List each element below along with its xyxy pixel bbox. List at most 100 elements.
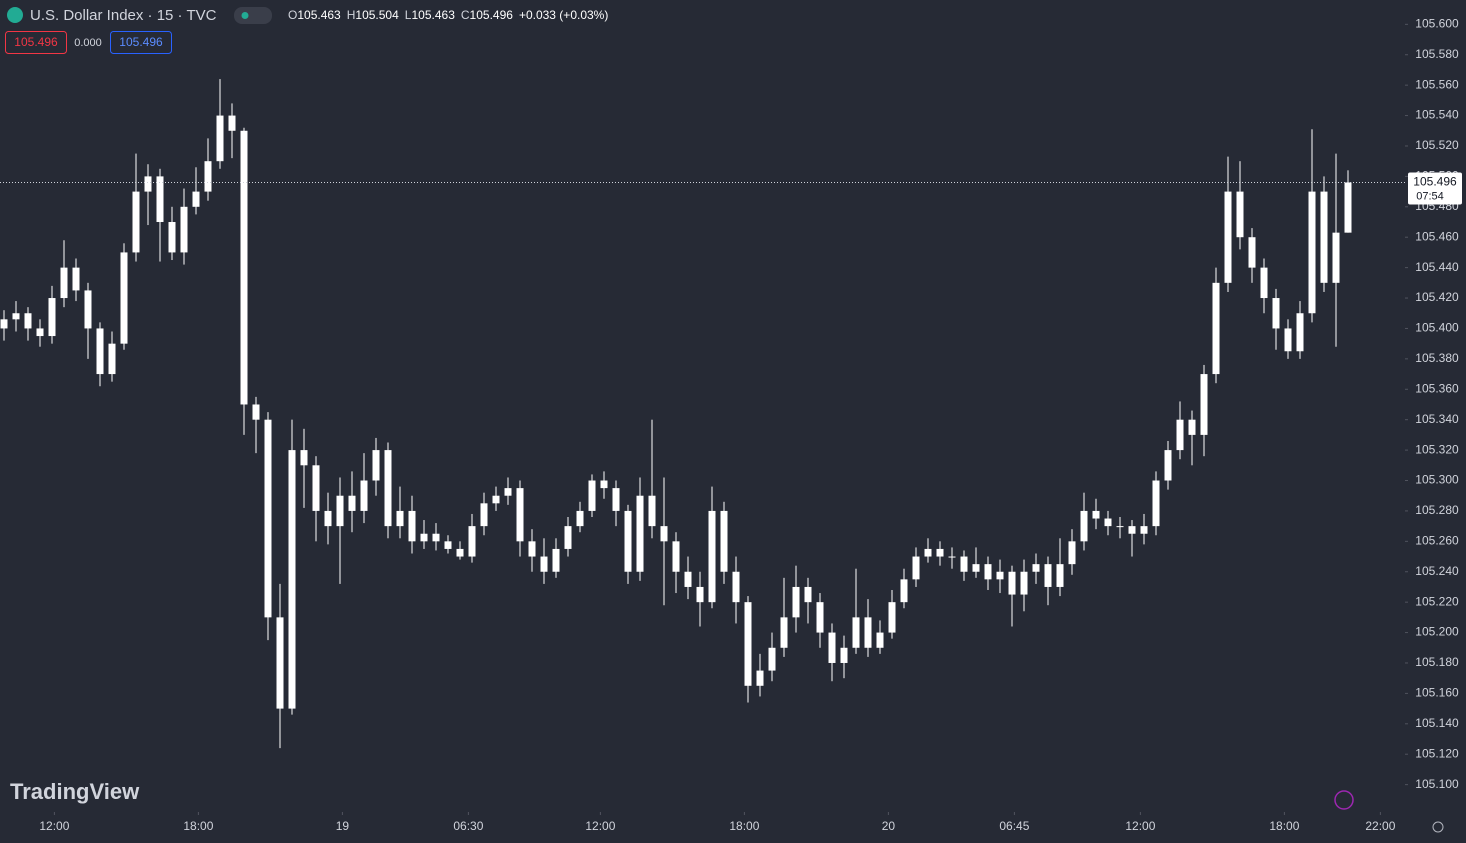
candle-body (288, 450, 296, 709)
y-tick-label: 105.360 (1415, 381, 1459, 395)
candle-body (60, 267, 68, 299)
candle-body (1164, 450, 1172, 481)
candle-body (1272, 298, 1280, 329)
candle-body (996, 571, 1004, 580)
bid: 105.496 (14, 35, 58, 49)
candle-body (240, 130, 248, 405)
candle-body (1008, 571, 1016, 595)
ohlc-label: L (405, 8, 412, 22)
candle-body (492, 495, 500, 504)
candle-body (852, 617, 860, 648)
symbol-icon (7, 7, 23, 23)
y-tick-label: 105.460 (1415, 229, 1459, 243)
status-badge[interactable] (234, 7, 272, 24)
candle-body (552, 548, 560, 572)
candle-body (1104, 518, 1112, 527)
candle-body (192, 191, 200, 207)
candle-body (1044, 564, 1052, 587)
candle-body (228, 115, 236, 131)
y-tick-label: 105.100 (1415, 777, 1459, 791)
x-tick-label: 18:00 (183, 819, 213, 833)
x-tick-label: 12:00 (585, 819, 615, 833)
candle-body (1020, 571, 1028, 595)
candle-body (588, 480, 596, 511)
candle-body (36, 328, 44, 337)
candle-body (756, 670, 764, 686)
candle-body (528, 541, 536, 557)
y-tick-label: 105.140 (1415, 716, 1459, 730)
bid-box[interactable] (5, 31, 67, 54)
candle-body (936, 548, 944, 557)
candle-body (252, 404, 260, 420)
candle-body (816, 602, 824, 633)
candle-body (984, 564, 992, 580)
candle-body (72, 267, 80, 291)
candle-body (576, 510, 584, 527)
ohlc-value: 105.504 (355, 8, 399, 22)
candle-body (624, 510, 632, 572)
watermark: TradingView (10, 779, 140, 804)
candle-body (444, 541, 452, 549)
candle-body (396, 510, 404, 527)
y-tick-label: 105.280 (1415, 503, 1459, 517)
candle-body (1092, 510, 1100, 519)
ohlc: O 105.463 H 105.504 L 105.463 C 105.496 +0.033 (… (288, 8, 608, 22)
ask-box[interactable] (110, 31, 172, 54)
candle-body (828, 632, 836, 663)
candle-body (360, 480, 368, 511)
candle-body (1224, 191, 1232, 283)
ohlc-value: 105.463 (411, 8, 455, 22)
candle-body (792, 586, 800, 618)
x-tick-label: 06:45 (999, 819, 1029, 833)
y-tick-label: 105.580 (1415, 47, 1459, 61)
ohlc-label: O (288, 8, 297, 22)
candle-body (300, 450, 308, 466)
candle-body (48, 298, 56, 337)
candle-body (0, 319, 8, 329)
y-tick-label: 105.520 (1415, 138, 1459, 152)
candle-body (1152, 480, 1160, 527)
x-tick-label: 20 (882, 819, 896, 833)
change: +0.033 (+0.03%) (519, 8, 608, 22)
candle-body (456, 548, 464, 557)
candle-body (1032, 564, 1040, 572)
candle-body (336, 495, 344, 527)
candle-body (1056, 564, 1064, 587)
y-tick-label: 105.380 (1415, 351, 1459, 365)
candle-body (948, 556, 956, 558)
candle-body (480, 503, 488, 527)
y-tick-label: 105.300 (1415, 473, 1459, 487)
candle-body (612, 488, 620, 511)
candle-body (144, 176, 152, 192)
candle-body (156, 176, 164, 223)
y-tick-label: 105.160 (1415, 686, 1459, 700)
candle-body (1248, 237, 1256, 268)
alert-icon[interactable] (1334, 790, 1354, 810)
candle-body (1308, 191, 1316, 314)
candle-body (384, 450, 392, 527)
candle-body (1296, 313, 1304, 352)
candle-body (1344, 182, 1352, 233)
candle-body (636, 495, 644, 572)
candle-body (768, 647, 776, 671)
y-tick-label: 105.540 (1415, 108, 1459, 122)
candle-body (516, 488, 524, 542)
candle-body (804, 586, 812, 603)
countdown: 07:54 (1416, 190, 1444, 202)
candle-body (432, 533, 440, 542)
candle-body (204, 161, 212, 192)
candle-body (1332, 232, 1340, 283)
candle-body (1176, 419, 1184, 451)
candle-body (648, 495, 656, 527)
candle-body (312, 465, 320, 511)
candle-body (780, 617, 788, 648)
candle-body (96, 328, 104, 375)
candle-body (504, 488, 512, 496)
symbol[interactable]: U.S. Dollar Index · 15 · TVC (30, 7, 217, 24)
settings-icon[interactable] (1432, 821, 1444, 833)
y-tick-label: 105.240 (1415, 564, 1459, 578)
candle-body (180, 206, 188, 253)
candle-body (1200, 374, 1208, 435)
